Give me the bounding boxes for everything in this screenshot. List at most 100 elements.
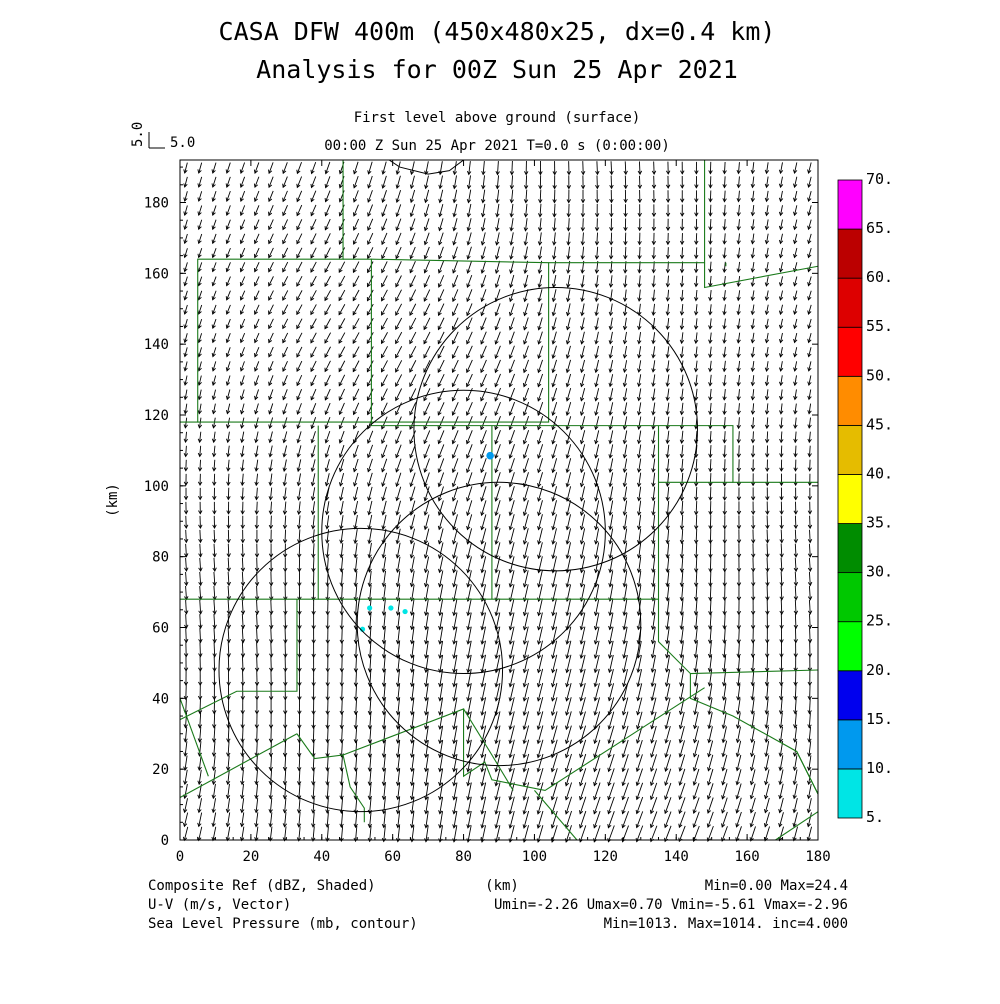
- wind-vector: [793, 798, 797, 812]
- wind-vector: [794, 446, 798, 457]
- wind-vector: [452, 430, 458, 443]
- wind-vector: [213, 628, 217, 642]
- wind-vector: [609, 360, 613, 372]
- wind-vector: [213, 488, 217, 500]
- wind-vector: [184, 642, 188, 656]
- wind-vector: [750, 741, 754, 756]
- wind-vector: [680, 205, 684, 216]
- wind-vector: [213, 642, 217, 656]
- wind-vector: [439, 825, 443, 841]
- wind-vector: [538, 247, 542, 259]
- wind-vector: [255, 403, 259, 413]
- wind-vector: [524, 175, 528, 188]
- wind-vector: [467, 218, 471, 230]
- wind-vector: [481, 275, 486, 287]
- wind-vector: [453, 261, 458, 273]
- wind-vector: [312, 628, 316, 643]
- wind-vector: [652, 247, 656, 258]
- wind-vector: [523, 528, 528, 544]
- wind-vector: [467, 332, 473, 344]
- wind-vector: [255, 614, 259, 628]
- wind-vector: [539, 175, 543, 188]
- wind-vector: [481, 247, 485, 259]
- wind-vector: [199, 628, 203, 642]
- wind-vector: [723, 333, 727, 343]
- wind-vector: [680, 641, 684, 657]
- wind-vector: [396, 417, 402, 429]
- wind-vector: [269, 516, 273, 529]
- wind-vector: [184, 418, 188, 428]
- wind-vector: [666, 304, 670, 315]
- wind-vector: [184, 291, 188, 300]
- wind-vector: [241, 600, 245, 614]
- wind-vector: [780, 628, 784, 643]
- wind-vector: [184, 614, 188, 628]
- wind-vector: [424, 233, 429, 245]
- wind-vector: [312, 585, 316, 600]
- wind-vector: [226, 375, 230, 385]
- wind-vector: [410, 161, 414, 174]
- wind-vector: [652, 445, 656, 458]
- wind-vector: [368, 205, 373, 216]
- wind-vector: [213, 558, 217, 571]
- wind-vector: [298, 628, 302, 643]
- wind-vector: [339, 375, 345, 386]
- wind-vector: [283, 162, 288, 173]
- wind-vector: [410, 275, 416, 286]
- wind-vector: [382, 190, 387, 202]
- wind-vector: [609, 543, 613, 559]
- wind-vector: [410, 585, 414, 601]
- wind-vector: [652, 501, 656, 515]
- wind-vector: [751, 219, 755, 229]
- wind-vector: [312, 642, 316, 657]
- wind-vector: [553, 175, 557, 188]
- wind-vector: [694, 599, 698, 614]
- wind-vector: [709, 333, 713, 343]
- wind-vector: [254, 276, 259, 285]
- wind-vector: [553, 161, 557, 174]
- wind-vector: [184, 600, 188, 614]
- wind-vector: [552, 289, 556, 301]
- wind-vector: [780, 642, 784, 657]
- wind-vector: [694, 627, 698, 643]
- wind-vector: [709, 389, 713, 400]
- wind-vector: [269, 502, 273, 514]
- wind-vector: [694, 332, 698, 343]
- wind-vector: [226, 319, 230, 328]
- wind-vector: [312, 769, 316, 784]
- wind-vector: [339, 361, 345, 372]
- wind-vector: [495, 458, 501, 472]
- wind-vector: [227, 628, 231, 642]
- wind-vector: [509, 528, 514, 544]
- wind-vector: [312, 670, 316, 686]
- wind-vector: [311, 431, 315, 442]
- wind-vector: [765, 234, 769, 244]
- wind-vector: [495, 346, 500, 358]
- wind-vector: [566, 360, 570, 372]
- wind-vector: [466, 458, 472, 472]
- wind-vector: [424, 557, 428, 573]
- wind-vector: [595, 542, 599, 558]
- wind-vector: [367, 290, 373, 301]
- wind-vector: [325, 319, 331, 329]
- wind-vector: [382, 571, 386, 586]
- wind-vector: [424, 571, 428, 587]
- wind-vector: [509, 318, 514, 330]
- wind-vector: [311, 176, 316, 187]
- wind-vector: [609, 627, 614, 644]
- wind-vector: [723, 431, 727, 443]
- wind-vector: [367, 445, 372, 458]
- wind-vector: [708, 642, 712, 658]
- wind-vector: [553, 218, 557, 231]
- wind-vector: [396, 515, 400, 529]
- wind-vector: [424, 332, 430, 344]
- wind-vector: [396, 445, 401, 458]
- wind-vector: [368, 529, 372, 543]
- wind-vector: [184, 248, 188, 257]
- wind-vector: [680, 233, 684, 244]
- wind-vector: [381, 332, 387, 343]
- wind-vector: [240, 347, 244, 356]
- wind-vector: [610, 190, 614, 203]
- wind-vector: [424, 218, 429, 230]
- x-tick-label: 0: [176, 849, 184, 865]
